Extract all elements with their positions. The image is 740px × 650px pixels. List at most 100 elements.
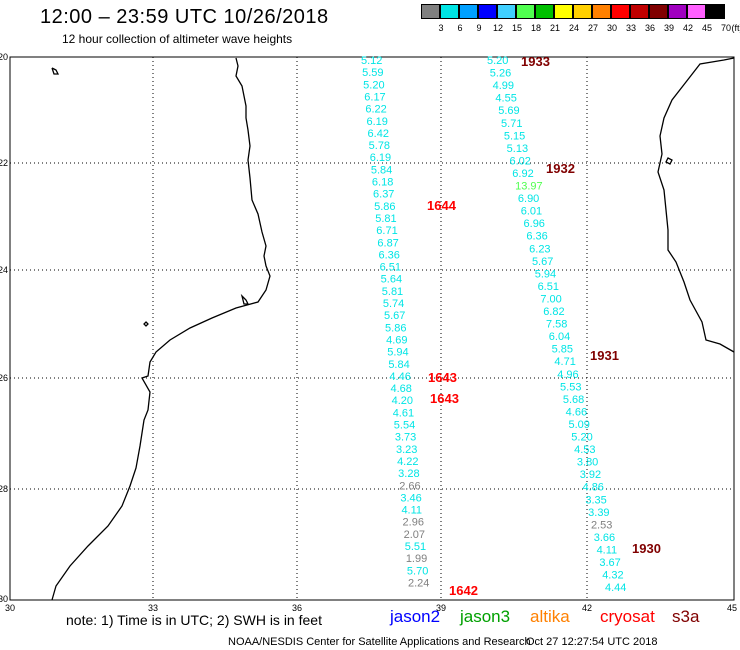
lat-label: -26 [0,373,8,383]
coastline [51,57,735,601]
swh-value: 2.66 [399,480,420,492]
lon-label: 30 [5,603,15,613]
lat-label: -28 [0,484,8,494]
scale-swatch [649,4,668,19]
timestamp: Oct 27 12:27:54 UTC 2018 [526,636,658,648]
swh-value: 5.51 [405,541,426,553]
scale-label: 15 [511,23,522,33]
swh-value: 5.59 [362,67,383,79]
swh-value: 4.55 [495,93,516,105]
swh-value: 6.36 [526,231,547,243]
swh-value: 3.80 [577,457,598,469]
swh-value: 2.53 [591,519,612,531]
swh-value: 5.70 [407,565,428,577]
legend-altika: altika [530,607,570,626]
swh-value: 4.11 [401,505,422,517]
swh-value: 3.67 [599,557,620,569]
swh-value: 6.92 [512,168,533,180]
swh-value: 5.81 [382,286,403,298]
swh-value: 5.81 [375,213,396,225]
scale-swatch [535,4,554,19]
map-frame [9,56,735,601]
scale-label: 30 [606,23,617,33]
swh-value: 5.84 [388,359,409,371]
swh-value: 6.42 [368,128,389,140]
scale-label: 70 [720,23,731,33]
lat-label: -30 [0,594,8,604]
swh-value: 5.20 [571,432,592,444]
scale-swatch [459,4,478,19]
swh-value: 4.32 [602,570,623,582]
scale-unit: (ft) [731,23,740,33]
time-tag: 1644 [427,198,457,213]
swh-value: 4.68 [391,383,412,395]
swh-value: 5.26 [490,68,511,80]
swh-value: 4.53 [574,444,595,456]
scale-swatch [497,4,516,19]
swh-value: 6.87 [377,237,398,249]
swh-value: 6.23 [529,243,550,255]
scale-swatch [440,4,459,19]
scale-swatch [478,4,497,19]
swh-value: 6.71 [376,225,397,237]
swh-value: 4.20 [392,395,413,407]
scale-label: 9 [476,23,482,33]
swh-value: 13.97 [515,181,543,193]
lat-label: -22 [0,158,8,168]
swh-value: 5.53 [560,381,581,393]
swh-value: 4.96 [557,369,578,381]
track-labels-2: 5.205.264.994.555.695.715.155.136.026.92… [487,55,626,594]
scale-swatch [668,4,687,19]
scale-swatch [592,4,611,19]
scale-swatch [687,4,706,19]
scale-label: 33 [625,23,636,33]
swh-value: 5.09 [568,419,589,431]
scale-label: 39 [663,23,674,33]
page-subtitle: 12 hour collection of altimeter wave hei… [62,32,293,46]
scale-label: 18 [530,23,541,33]
page-title: 12:00 – 23:59 UTC 10/26/2018 [40,6,329,28]
swh-value: 5.94 [387,347,408,359]
swh-value: 6.19 [366,116,387,128]
scale-swatch [554,4,573,19]
swh-value: 4.99 [493,80,514,92]
swh-value: 6.82 [543,306,564,318]
swh-value: 5.64 [381,274,402,286]
madagascar-coastline [657,57,735,353]
swh-value: 5.94 [535,268,556,280]
swh-value: 4.66 [566,406,587,418]
track-labels-1: 5.125.595.206.176.226.196.425.786.195.84… [361,55,429,589]
swh-value: 5.67 [384,310,405,322]
legend-cryosat: cryosat [600,607,655,626]
map-grid [10,57,734,600]
time-tag: 1930 [632,541,661,556]
swh-value: 7.00 [540,293,561,305]
swh-value: 3.28 [398,468,419,480]
swh-value: 4.44 [605,582,626,594]
credit-line: NOAA/NESDIS Center for Satellite Applica… [228,636,531,648]
swh-value: 3.73 [395,432,416,444]
swh-value: 6.17 [364,91,385,103]
swh-value: 5.67 [532,256,553,268]
swh-value: 5.78 [369,140,390,152]
lon-label: 36 [292,603,302,613]
lat-label: -20 [0,52,8,62]
swh-value: 3.35 [585,494,606,506]
swh-value: 4.46 [389,371,410,383]
swh-value: 6.19 [370,152,391,164]
swh-value: 2.96 [403,517,424,529]
lon-label: 33 [148,603,158,613]
swh-value: 5.86 [385,322,406,334]
swh-value: 6.96 [524,218,545,230]
swh-value: 5.84 [371,164,392,176]
time-tag: 1643 [428,370,457,385]
swh-value: 6.90 [518,193,539,205]
swh-value: 4.61 [393,407,414,419]
time-tags: 1644 1643 1643 1642 1933 1932 1931 1930 [427,54,661,598]
swh-value: 3.39 [588,507,609,519]
lon-label: 39 [436,603,446,613]
swh-value: 5.74 [383,298,404,310]
swh-value: 4.11 [597,544,618,556]
